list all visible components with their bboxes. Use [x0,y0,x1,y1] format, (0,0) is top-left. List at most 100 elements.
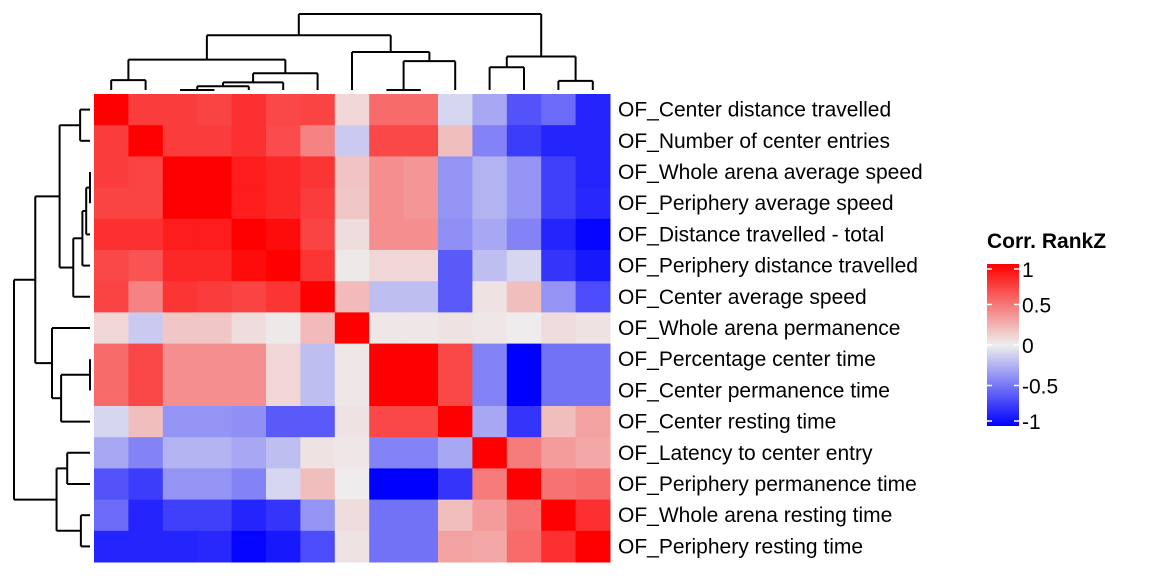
heatmap-cell [266,281,301,313]
heatmap-cell [300,530,336,563]
heatmap-cell [266,437,301,469]
heatmap-cell [128,250,164,282]
heatmap-cell [266,250,301,282]
heatmap-cell [197,374,233,407]
heatmap-cell [266,530,301,563]
heatmap-cell [300,374,336,407]
heatmap-cell [128,468,164,501]
row-label: OF_Whole arena average speed [618,161,923,184]
heatmap-cell [541,468,577,501]
heatmap-cell [506,343,542,376]
heatmap-cell [506,218,542,251]
heatmap-cell [128,530,164,563]
heatmap-cell [438,374,473,407]
heatmap-cell [128,406,164,438]
heatmap-cell [369,218,405,251]
heatmap-cell [472,437,508,469]
heatmap-cell [266,343,301,376]
heatmap-cell [300,499,336,532]
heatmap-cell [506,312,542,345]
heatmap-cell [197,250,233,282]
row-label: OF_Periphery resting time [618,535,863,558]
row-label: OF_Periphery average speed [618,192,894,215]
heatmap-cell [94,468,129,501]
heatmap-cell [369,499,405,532]
heatmap-cell [334,250,370,282]
heatmap-cell [438,437,473,469]
heatmap-cell [231,281,267,313]
heatmap-cell [575,250,611,282]
heatmap-cell [403,499,439,532]
heatmap-cell [438,499,473,532]
row-label: OF_Center permanence time [618,379,890,402]
heatmap-cell [541,187,577,220]
heatmap-cell [197,406,233,438]
heatmap-cell [300,281,336,313]
heatmap-cell [541,250,577,282]
heatmap-cell [197,156,233,189]
heatmap-cell [231,94,267,126]
legend-tick-label: 0.5 [1022,295,1051,318]
heatmap-cell [300,250,336,282]
heatmap-cell [231,406,267,438]
heatmap-cell [94,437,129,469]
row-dendrogram [13,108,91,548]
heatmap-cell [438,156,473,189]
heatmap-cell [197,125,233,157]
heatmap-cell [472,250,508,282]
legend-tick-label: -1 [1022,411,1041,434]
heatmap-cell [231,312,267,345]
heatmap-cell [334,406,370,438]
heatmap-cell [403,468,439,501]
heatmap-cell [162,281,198,313]
heatmap-cell [162,187,198,220]
row-label: OF_Whole arena permanence [618,317,901,340]
heatmap-cell [438,218,473,251]
heatmap-cell [575,312,611,345]
heatmap-cell [472,156,508,189]
heatmap-cell [94,499,129,532]
heatmap-cell [575,468,611,501]
heatmap-cell [575,125,611,157]
heatmap-cell [506,530,542,563]
heatmap-cell [197,218,233,251]
heatmap-cell [506,374,542,407]
heatmap-cell [197,530,233,563]
heatmap-cell [541,530,577,563]
column-dendrogram [110,13,594,91]
heatmap-cell [472,187,508,220]
heatmap-cell [438,530,473,563]
heatmap-cell [334,281,370,313]
heatmap-cell [403,218,439,251]
heatmap-cell [438,187,473,220]
row-label: OF_Latency to center entry [618,442,873,465]
heatmap-cell [541,125,577,157]
heatmap-cell [438,343,473,376]
heatmap-cell [472,374,508,407]
heatmap-cell [266,468,301,501]
row-label: OF_Periphery permanence time [618,473,917,496]
heatmap-cell [266,218,301,251]
heatmap-cell [162,468,198,501]
heatmap-cell [334,499,370,532]
heatmap-cell [231,218,267,251]
heatmap-cell [403,312,439,345]
heatmap-cell [231,437,267,469]
heatmap-cell [162,94,198,126]
heatmap-cells [94,94,611,563]
heatmap-cell [438,406,473,438]
heatmap-cell [575,499,611,532]
heatmap-cell [472,343,508,376]
heatmap-cell [128,312,164,345]
heatmap-cell [438,468,473,501]
heatmap-cell [334,312,370,345]
heatmap-cell [94,374,129,407]
heatmap-cell [266,499,301,532]
heatmap-cell [472,125,508,157]
heatmap-cell [334,218,370,251]
heatmap-cell [334,374,370,407]
heatmap-cell [334,94,370,126]
heatmap-cell [162,499,198,532]
heatmap-cell [334,437,370,469]
heatmap-cell [162,343,198,376]
